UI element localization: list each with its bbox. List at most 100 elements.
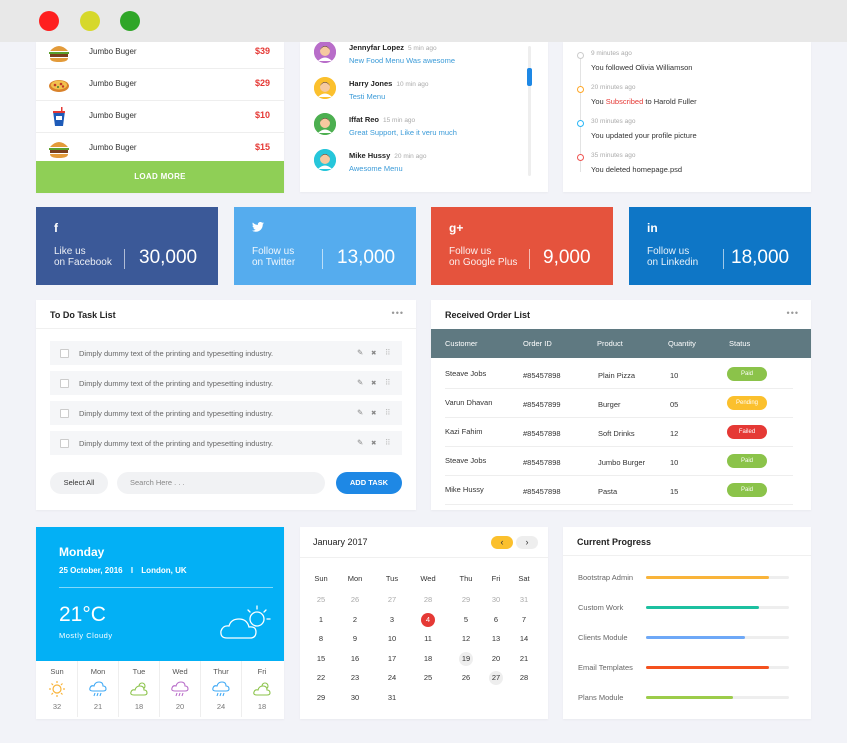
calendar-next-button[interactable]: › xyxy=(516,536,538,549)
delete-x-icon[interactable]: ✖ xyxy=(371,440,377,447)
table-row[interactable]: Kazi Fahim #85457898 Soft Drinks 12 Failed xyxy=(445,418,793,447)
minimize-window-button[interactable] xyxy=(80,11,100,31)
timeline-text-tail: to Harold Fuller xyxy=(643,97,697,106)
calendar-day[interactable]: 27 xyxy=(387,595,397,604)
message-sender: Jennyfar Lopez 5 min ago xyxy=(349,43,437,52)
edit-pencil-icon[interactable]: ✎ xyxy=(357,438,364,447)
social-label-line1: Follow us xyxy=(647,246,690,257)
todo-card: To Do Task List ••• Select All Search He… xyxy=(36,300,416,510)
calendar-day[interactable]: 19 xyxy=(459,651,473,666)
food-item[interactable]: Jumbo Buger $10 xyxy=(36,101,284,133)
delete-x-icon[interactable]: ✖ xyxy=(371,410,377,417)
timeline-highlight-link[interactable]: Subscribed xyxy=(605,97,644,106)
calendar-day[interactable]: 5 xyxy=(463,614,469,624)
add-task-button[interactable]: ADD TASK xyxy=(336,472,402,494)
orders-card: Received Order List ••• Customer Order I… xyxy=(431,300,811,510)
order-customer: Mike Hussy xyxy=(445,485,484,494)
delete-x-icon[interactable]: ✖ xyxy=(371,380,377,387)
social-card-twitter[interactable]: Follow us on Twitter 13,000 xyxy=(234,207,416,285)
message-item[interactable]: Jennyfar Lopez 5 min ago New Food Menu Was… xyxy=(314,42,514,73)
calendar-day[interactable]: 23 xyxy=(350,673,360,682)
table-row[interactable]: Steave Jobs #85457898 Jumbo Burger 10 Paid xyxy=(445,447,793,476)
drag-handle-icon[interactable]: ⠿ xyxy=(385,348,391,357)
calendar-day[interactable]: 3 xyxy=(389,614,395,624)
drag-handle-icon[interactable]: ⠿ xyxy=(385,378,391,387)
calendar-day[interactable]: 8 xyxy=(318,634,324,643)
search-task-input[interactable]: Search Here . . . xyxy=(117,472,325,494)
food-item[interactable]: Jumbo Buger $29 xyxy=(36,69,284,101)
calendar-day[interactable]: 28 xyxy=(519,673,529,682)
rain-cloud-icon xyxy=(171,681,189,697)
calendar-day[interactable]: 24 xyxy=(387,673,397,682)
message-item[interactable]: Mike Hussy 20 min ago Awesome Menu xyxy=(314,149,514,181)
calendar-day[interactable]: 18 xyxy=(423,653,433,663)
calendar-day[interactable]: 29 xyxy=(316,692,326,702)
calendar-day[interactable]: 7 xyxy=(521,614,527,624)
calendar-day[interactable]: 11 xyxy=(424,634,432,643)
scrollbar-thumb[interactable] xyxy=(527,68,532,86)
drag-handle-icon[interactable]: ⠿ xyxy=(385,438,391,447)
close-window-button[interactable] xyxy=(39,11,59,31)
edit-pencil-icon[interactable]: ✎ xyxy=(357,378,364,387)
social-label: Like us on Facebook xyxy=(54,246,112,268)
status-badge: Failed xyxy=(727,425,767,439)
progress-fill xyxy=(646,666,769,669)
order-customer: Steave Jobs xyxy=(445,456,487,465)
calendar-day[interactable]: 30 xyxy=(491,595,501,604)
table-row[interactable]: Steave Jobs #85457898 Plain Pizza 10 Paid xyxy=(445,360,793,389)
calendar-prev-button[interactable]: ‹ xyxy=(491,536,513,549)
edit-pencil-icon[interactable]: ✎ xyxy=(357,348,364,357)
delete-x-icon[interactable]: ✖ xyxy=(371,350,377,357)
food-item[interactable]: Jumbo Buger $39 xyxy=(36,37,284,69)
calendar-day[interactable]: 30 xyxy=(350,692,360,702)
todo-checkbox[interactable] xyxy=(60,439,69,448)
calendar-day[interactable]: 6 xyxy=(493,614,499,624)
social-card-linkedin[interactable]: in Follow us on Linkedin 18,000 xyxy=(629,207,811,285)
load-more-button[interactable]: LOAD MORE xyxy=(36,161,284,193)
calendar-day[interactable]: 12 xyxy=(461,634,471,643)
food-item-price: $29 xyxy=(254,78,270,88)
message-item[interactable]: Harry Jones 10 min ago Testi Menu xyxy=(314,77,514,109)
calendar-day[interactable]: 22 xyxy=(316,673,326,682)
calendar-day[interactable]: 29 xyxy=(461,595,471,604)
table-row[interactable]: Varun Dhavan #85457899 Burger 05 Pending xyxy=(445,389,793,418)
divider xyxy=(59,587,273,588)
message-item[interactable]: Iffat Reo 15 min ago Great Support, Like i… xyxy=(314,113,514,145)
todo-checkbox[interactable] xyxy=(60,379,69,388)
calendar-day[interactable]: 25 xyxy=(316,595,326,604)
table-row[interactable]: Mike Hussy #85457898 Pasta 15 Paid xyxy=(445,476,793,505)
todo-checkbox[interactable] xyxy=(60,349,69,358)
calendar-day[interactable]: 9 xyxy=(352,634,358,643)
calendar-day[interactable]: 1 xyxy=(318,614,324,624)
calendar-day[interactable]: 31 xyxy=(387,692,397,702)
todo-checkbox[interactable] xyxy=(60,409,69,418)
scrollbar-track[interactable] xyxy=(528,46,531,176)
orders-table-header: Customer Order ID Product Quantity Statu… xyxy=(431,329,811,358)
orders-more-menu-icon[interactable]: ••• xyxy=(786,308,799,318)
calendar-day[interactable]: 26 xyxy=(350,595,360,604)
calendar-day[interactable]: 17 xyxy=(387,653,397,663)
maximize-window-button[interactable] xyxy=(120,11,140,31)
drag-handle-icon[interactable]: ⠿ xyxy=(385,408,391,417)
calendar-day[interactable]: 21 xyxy=(519,653,529,663)
calendar-day[interactable]: 13 xyxy=(491,634,501,643)
calendar-day[interactable]: 28 xyxy=(423,595,433,604)
weather-card: Monday 25 October, 2016 I London, UK 21°… xyxy=(36,527,284,719)
edit-pencil-icon[interactable]: ✎ xyxy=(357,408,364,417)
calendar-day[interactable]: 20 xyxy=(491,653,501,663)
calendar-day[interactable]: 10 xyxy=(387,634,397,643)
calendar-day[interactable]: 26 xyxy=(461,673,471,682)
calendar-day[interactable]: 31 xyxy=(519,595,529,604)
calendar-day[interactable]: 27 xyxy=(489,671,503,685)
calendar-day-today[interactable]: 4 xyxy=(421,612,435,627)
social-card-google-plus[interactable]: g+ Follow us on Google Plus 9,000 xyxy=(431,207,613,285)
select-all-button[interactable]: Select All xyxy=(50,472,108,494)
calendar-day[interactable]: 14 xyxy=(519,634,529,643)
todo-more-menu-icon[interactable]: ••• xyxy=(391,308,404,318)
social-card-facebook[interactable]: f Like us on Facebook 30,000 xyxy=(36,207,218,285)
calendar-day[interactable]: 15 xyxy=(316,653,326,663)
social-count: 18,000 xyxy=(731,247,790,268)
calendar-day[interactable]: 16 xyxy=(350,653,360,663)
calendar-day[interactable]: 25 xyxy=(423,673,433,682)
calendar-day[interactable]: 2 xyxy=(352,614,358,624)
